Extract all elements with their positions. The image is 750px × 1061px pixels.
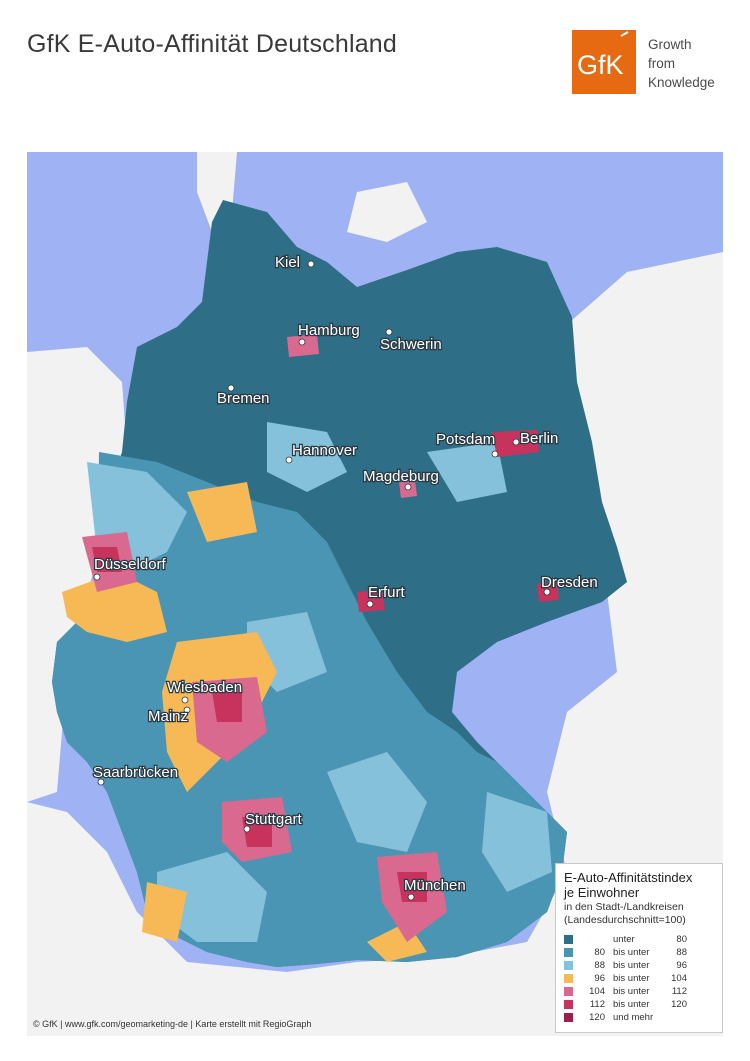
legend-swatch bbox=[564, 1013, 573, 1022]
city-dot-schwerin bbox=[385, 328, 393, 336]
city-label-erfurt: Erfurt bbox=[368, 584, 406, 601]
city-label-duesseldorf: Düsseldorf bbox=[94, 556, 167, 573]
region-red-frankfurt bbox=[212, 692, 242, 722]
legend-row: 88 bis unter 96 bbox=[564, 959, 716, 972]
legend-to: 104 bbox=[671, 973, 687, 984]
legend-sep: und mehr bbox=[613, 1012, 654, 1023]
legend-sep: unter bbox=[613, 934, 635, 945]
region-light-2 bbox=[267, 422, 347, 492]
city-dot-dresden bbox=[543, 588, 551, 596]
gfk-logo-mark: GfK bbox=[577, 31, 629, 80]
legend-to: 112 bbox=[671, 986, 687, 997]
region-yellow-4 bbox=[187, 482, 257, 542]
legend-swatch bbox=[564, 935, 573, 944]
region-light-7 bbox=[482, 792, 552, 892]
city-label-berlin: Berlin bbox=[520, 430, 558, 447]
city-label-saarbruecken: Saarbrücken bbox=[93, 764, 178, 781]
city-label-potsdam: Potsdam bbox=[436, 431, 495, 448]
logo-line: from bbox=[648, 56, 675, 71]
legend-subtitle-line2: (Landesdurchschnitt=100) bbox=[564, 914, 686, 926]
logo-line: Growth bbox=[648, 37, 692, 52]
city-label-schwerin: Schwerin bbox=[380, 336, 442, 353]
logo-tagline: Growth from Knowledge bbox=[648, 35, 715, 92]
region-red-stuttgart bbox=[242, 817, 272, 847]
city-dot-stuttgart bbox=[243, 825, 251, 833]
region-light-5 bbox=[157, 852, 267, 942]
city-dot-mainz bbox=[183, 706, 191, 714]
city-dot-hannover bbox=[285, 456, 293, 464]
gfk-logo: GfK bbox=[572, 30, 636, 94]
legend-sep: bis unter bbox=[613, 973, 650, 984]
legend-swatch bbox=[564, 1000, 573, 1009]
region-red-muenchen bbox=[397, 872, 427, 902]
legend-row: 80 bis unter 88 bbox=[564, 946, 716, 959]
legend-swatch bbox=[564, 987, 573, 996]
legend-from: 88 bbox=[594, 960, 605, 971]
legend-row: 112 bis unter 120 bbox=[564, 998, 716, 1011]
city-label-dresden: Dresden bbox=[541, 574, 598, 591]
city-dot-duesseldorf bbox=[93, 573, 101, 581]
city-dot-hamburg bbox=[298, 338, 306, 346]
legend-title-line2: je Einwohner bbox=[564, 885, 640, 900]
legend-sep: bis unter bbox=[613, 960, 650, 971]
map-credit: © GfK | www.gfk.com/geomarketing-de | Ka… bbox=[33, 1019, 312, 1029]
city-dot-bremen bbox=[227, 384, 235, 392]
region-yellow-south bbox=[142, 882, 187, 942]
legend-row: 96 bis unter 104 bbox=[564, 972, 716, 985]
legend-row: 104 bis unter 112 bbox=[564, 985, 716, 998]
legend-row: 120 und mehr bbox=[564, 1011, 716, 1024]
city-dot-magdeburg bbox=[404, 483, 412, 491]
city-markers bbox=[93, 260, 551, 901]
legend-swatch bbox=[564, 974, 573, 983]
danish-island bbox=[347, 182, 427, 242]
legend-sep: bis unter bbox=[613, 999, 650, 1010]
legend-sep: bis unter bbox=[613, 947, 650, 958]
city-dot-potsdam bbox=[491, 450, 499, 458]
city-label-hannover: Hannover bbox=[292, 442, 357, 459]
region-yellow-ruhr bbox=[62, 572, 167, 642]
legend-swatch bbox=[564, 948, 573, 957]
city-dot-berlin bbox=[512, 438, 520, 446]
legend-to: 88 bbox=[676, 947, 687, 958]
legend-to: 80 bbox=[676, 934, 687, 945]
region-red-duesseldorf bbox=[92, 547, 122, 572]
city-label-mainz: Mainz bbox=[148, 708, 188, 725]
city-label-stuttgart: Stuttgart bbox=[245, 811, 303, 828]
legend-from: 120 bbox=[589, 1012, 605, 1023]
legend-from: 96 bbox=[594, 973, 605, 984]
city-dot-erfurt bbox=[366, 600, 374, 608]
city-dot-muenchen bbox=[407, 893, 415, 901]
city-dot-wiesbaden bbox=[181, 696, 189, 704]
city-label-wiesbaden: Wiesbaden bbox=[167, 679, 242, 696]
legend-swatch bbox=[564, 961, 573, 970]
city-dot-kiel bbox=[307, 260, 315, 268]
legend-to: 96 bbox=[676, 960, 687, 971]
map-legend: E-Auto-Affinitätstindex je Einwohner in … bbox=[555, 863, 723, 1033]
svg-text:GfK: GfK bbox=[577, 50, 624, 80]
region-pink-hamburg bbox=[287, 334, 319, 357]
region-light-3 bbox=[427, 442, 507, 502]
legend-from: 112 bbox=[589, 999, 605, 1010]
city-label-magdeburg: Magdeburg bbox=[363, 468, 439, 485]
legend-to: 120 bbox=[671, 999, 687, 1010]
logo-line: Knowledge bbox=[648, 75, 715, 90]
legend-subtitle-line1: in den Stadt-/Landkreisen bbox=[564, 901, 684, 913]
city-label-muenchen: München bbox=[404, 877, 466, 894]
region-light-6 bbox=[327, 752, 427, 852]
city-label-hamburg: Hamburg bbox=[298, 322, 360, 339]
legend-sep: bis unter bbox=[613, 986, 650, 997]
legend-from: 104 bbox=[589, 986, 605, 997]
legend-title-line1: E-Auto-Affinitätstindex bbox=[564, 870, 693, 885]
city-label-bremen: Bremen bbox=[217, 390, 270, 407]
city-label-kiel: Kiel bbox=[275, 254, 300, 271]
legend-from: 80 bbox=[594, 947, 605, 958]
page-title: GfK E-Auto-Affinität Deutschland bbox=[27, 30, 398, 58]
legend-row: unter 80 bbox=[564, 933, 716, 946]
city-dot-saarbruecken bbox=[97, 778, 105, 786]
region-west bbox=[52, 452, 567, 967]
legend-rows: unter 80 80 bis unter 88 88 bis unter 96… bbox=[564, 933, 716, 1024]
